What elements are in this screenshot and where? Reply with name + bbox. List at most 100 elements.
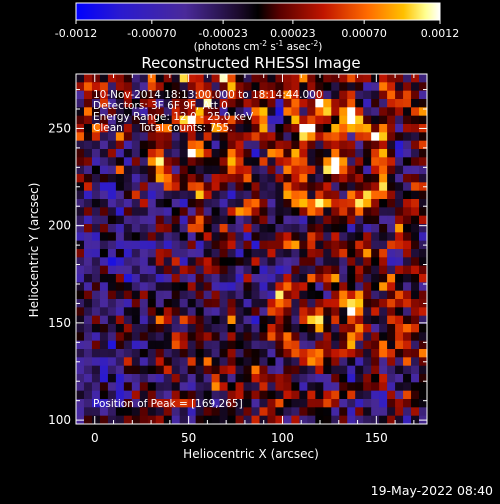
heatmap-cell (163, 415, 173, 425)
heatmap-cell (155, 240, 165, 250)
heatmap-cell (147, 265, 157, 275)
heatmap-cell (211, 99, 220, 108)
heatmap-cell (203, 382, 213, 392)
heatmap-cell (91, 390, 101, 400)
heatmap-cell (251, 99, 260, 108)
heatmap-cell (163, 149, 173, 158)
heatmap-cell (379, 174, 388, 183)
heatmap-cell (371, 165, 380, 175)
heatmap-cell (147, 90, 157, 100)
heatmap-cell (171, 265, 181, 275)
heatmap-cell (187, 207, 197, 217)
heatmap-cell (171, 365, 181, 375)
heatmap-cell (323, 132, 332, 142)
heatmap-cell (211, 249, 220, 258)
heatmap-cell (155, 282, 165, 292)
heatmap-cell (187, 357, 197, 367)
heatmap-cell (419, 390, 428, 400)
heatmap-cell (187, 240, 197, 250)
heatmap-cell (355, 157, 364, 167)
heatmap-cell (339, 390, 348, 400)
heatmap-cell (291, 282, 300, 292)
heatmap-cell (131, 115, 141, 125)
heatmap-cell (323, 190, 332, 200)
heatmap-cell (403, 165, 412, 175)
heatmap-cell (171, 207, 181, 217)
heatmap-cell (251, 232, 260, 242)
colorbar-tick-label: 0.0012 (421, 27, 460, 40)
heatmap-cell (235, 215, 244, 225)
heatmap-cell (283, 315, 292, 325)
heatmap-cell (411, 340, 420, 350)
heatmap-cell (419, 90, 428, 100)
heatmap-cell (307, 107, 316, 117)
heatmap-cell (227, 107, 236, 117)
heatmap-cell (339, 149, 348, 158)
heatmap-cell (347, 415, 356, 425)
heatmap-cell (155, 257, 165, 267)
heatmap-cell (139, 107, 149, 117)
heatmap-cell (339, 224, 348, 233)
heatmap-cell (395, 290, 404, 300)
heatmap-cell (331, 315, 340, 325)
heatmap-cell (235, 257, 244, 267)
heatmap-cell (179, 349, 189, 358)
heatmap-cell (307, 240, 316, 250)
heatmap-cell (76, 374, 85, 383)
heatmap-cell (99, 365, 109, 375)
heatmap-cell (179, 257, 189, 267)
heatmap-cell (355, 265, 364, 275)
heatmap-cell (235, 115, 244, 125)
heatmap-cell (83, 332, 93, 342)
heatmap-cell (163, 407, 173, 417)
heatmap-cell (299, 290, 308, 300)
heatmap-cell (339, 357, 348, 367)
heatmap-cell (115, 265, 125, 275)
heatmap-cell (411, 382, 420, 392)
heatmap-cell (155, 165, 165, 175)
heatmap-cell (211, 365, 220, 375)
heatmap-cell (363, 90, 372, 100)
heatmap-cell (195, 399, 205, 408)
heatmap-cell (91, 224, 101, 233)
heatmap-cell (331, 165, 340, 175)
heatmap-cell (323, 224, 332, 233)
heatmap-cell (91, 415, 101, 425)
heatmap-cell (235, 299, 244, 308)
heatmap-cell (155, 265, 165, 275)
heatmap-cell (395, 115, 404, 125)
heatmap-cell (107, 165, 117, 175)
heatmap-cell (163, 349, 173, 358)
heatmap-cell (211, 290, 220, 300)
heatmap-cell (395, 299, 404, 308)
heatmap-cell (331, 149, 340, 158)
heatmap-cell (227, 90, 236, 100)
heatmap-cell (283, 299, 292, 308)
heatmap-cell (259, 224, 268, 233)
heatmap-cell (115, 415, 125, 425)
heatmap-cell (163, 390, 173, 400)
heatmap-cell (155, 390, 165, 400)
heatmap-cell (331, 282, 340, 292)
heatmap-cell (251, 282, 260, 292)
heatmap-cell (339, 265, 348, 275)
heatmap-cell (91, 149, 101, 158)
heatmap-cell (379, 199, 388, 208)
heatmap-cell (371, 324, 380, 333)
heatmap-cell (283, 274, 292, 283)
heatmap-cell (411, 99, 420, 108)
heatmap-cell (259, 390, 268, 400)
heatmap-cell (115, 74, 125, 83)
heatmap-cell (315, 407, 324, 417)
heatmap-cell (259, 240, 268, 250)
heatmap-cell (91, 107, 101, 117)
heatmap-cell (203, 74, 213, 83)
heatmap-cell (99, 265, 109, 275)
heatmap-cell (371, 107, 380, 117)
heatmap-cell (331, 115, 340, 125)
heatmap-cell (355, 340, 364, 350)
heatmap-cell (355, 249, 364, 258)
heatmap-cell (291, 415, 300, 425)
heatmap-cell (211, 132, 220, 142)
heatmap-cell (299, 199, 308, 208)
